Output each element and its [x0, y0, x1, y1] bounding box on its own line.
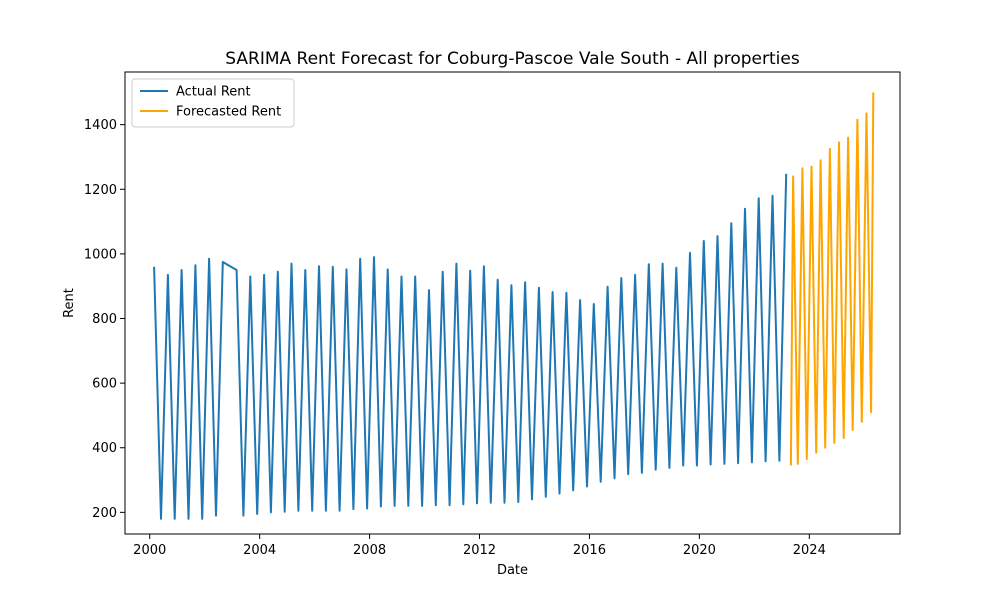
x-axis-title: Date [497, 563, 528, 578]
y-tick-label: 1400 [84, 118, 117, 133]
x-tick-label: 2012 [463, 543, 496, 558]
x-tick-label: 2024 [793, 543, 826, 558]
legend-box [131, 78, 295, 128]
y-tick-label: 1200 [84, 183, 117, 198]
y-tick-label: 1000 [84, 247, 117, 262]
y-tick-label: 400 [92, 441, 117, 456]
x-tick-label: 2008 [353, 543, 386, 558]
y-axis: 200 400 600 800 1000 1200 1400 [84, 118, 125, 521]
y-tick-label: 200 [92, 506, 117, 521]
chart-title: SARIMA Rent Forecast for Coburg-Pascoe V… [225, 49, 800, 69]
y-tick-label: 800 [92, 312, 117, 327]
legend-label: Actual Rent [176, 85, 251, 100]
x-tick-label: 2004 [243, 543, 276, 558]
x-tick-label: 2000 [133, 543, 166, 558]
y-tick-label: 600 [92, 377, 117, 392]
plot-area-frame [124, 71, 901, 535]
legend: Actual Rent Forecasted Rent [131, 78, 295, 128]
series-layer [153, 92, 875, 520]
y-axis-title: Rent [62, 288, 77, 318]
series-line-forecasted-rent [789, 92, 875, 466]
legend-label: Forecasted Rent [176, 105, 281, 120]
x-tick-label: 2016 [573, 543, 606, 558]
x-tick-label: 2020 [683, 543, 716, 558]
series-line-actual-rent [153, 173, 788, 520]
x-axis: 2000 2004 2008 2012 2016 2020 2024 [133, 534, 826, 558]
